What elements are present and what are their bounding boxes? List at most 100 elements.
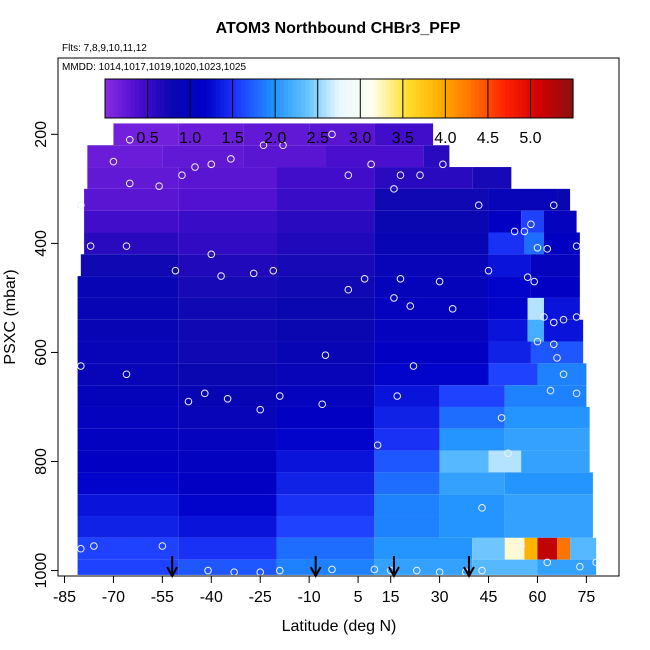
heatmap-cell <box>276 276 375 298</box>
colorbar-swatch <box>373 79 378 118</box>
sample-point <box>572 389 581 398</box>
sample-point <box>592 558 600 567</box>
sample-point <box>409 362 418 370</box>
sample-point <box>572 242 581 250</box>
sample-point <box>396 171 405 180</box>
heatmap-cell <box>162 145 244 168</box>
sample-point <box>256 568 265 576</box>
colorbar-swatch <box>356 79 361 118</box>
sample-point <box>275 392 284 400</box>
sample-point <box>448 305 457 313</box>
heatmap-cell <box>276 188 375 211</box>
x-tick-label: -25 <box>249 589 272 606</box>
colorbar-swatch <box>381 79 387 118</box>
colorbar-swatch <box>415 79 421 118</box>
colorbar-swatch <box>300 79 306 118</box>
sample-point <box>478 566 486 575</box>
sample-point <box>77 362 85 370</box>
sample-point <box>549 340 558 349</box>
colorbar-swatch <box>402 79 408 118</box>
colorbar-swatch <box>543 79 549 118</box>
x-tick-label: 30 <box>431 589 449 606</box>
colorbar-swatch <box>479 79 485 118</box>
sample-point <box>572 313 581 321</box>
x-tick-label: 60 <box>529 589 547 606</box>
colorbar-swatch <box>194 79 200 118</box>
heatmap-cell <box>488 319 528 342</box>
heatmap-cell <box>488 276 531 298</box>
sample-point <box>393 392 402 400</box>
sample-point <box>125 179 134 188</box>
sample-point <box>549 318 558 327</box>
heatmap-cell <box>524 232 544 255</box>
colorbar-swatch <box>475 79 480 118</box>
colorbar-swatch <box>339 79 344 118</box>
colorbar-swatch <box>385 79 391 118</box>
heatmap-cell <box>537 537 558 560</box>
sample-point <box>497 414 506 422</box>
colorbar-swatch <box>428 79 434 118</box>
heatmap-cell <box>374 167 473 189</box>
colorbar-swatch <box>241 79 246 118</box>
sample-point <box>125 135 134 144</box>
colorbar-swatch <box>283 79 289 118</box>
x-tick-label: -85 <box>53 589 76 606</box>
y-tick-label: 600 <box>33 339 50 366</box>
x-tick-label: 15 <box>382 589 400 606</box>
colorbar-swatch <box>309 79 315 118</box>
heatmap-cell <box>276 385 375 407</box>
heatmap-cell <box>77 494 179 517</box>
colorbar-tick-label: 1.5 <box>222 130 244 147</box>
heatmap-cell <box>77 450 179 473</box>
colorbar-swatch <box>185 79 191 118</box>
colorbar: 0.5 1.0 1.5 2.0 2.5 3.0 3.5 4.0 4.5 5.0 <box>104 78 574 147</box>
heatmap-cell <box>77 537 179 560</box>
sample-point <box>549 201 558 210</box>
heatmap-cell <box>309 123 375 146</box>
sample-point <box>77 544 85 553</box>
heatmap-cell <box>472 537 505 560</box>
colorbar-swatch <box>228 79 234 118</box>
heatmap-cell <box>374 385 440 407</box>
sample-point <box>328 130 336 139</box>
colorbar-tick-label: 0.5 <box>136 130 158 147</box>
heatmap-cell <box>488 450 522 473</box>
heatmap-cell <box>530 341 584 364</box>
sample-point <box>546 386 555 395</box>
heatmap-cell <box>527 297 544 320</box>
heatmap-cell <box>276 516 375 538</box>
colorbar-swatch <box>126 79 132 118</box>
colorbar-swatch <box>411 79 417 118</box>
heatmap-cell <box>374 297 489 320</box>
sample-point <box>406 302 415 310</box>
colorbar-swatch <box>253 79 259 118</box>
heatmap-cell <box>557 537 571 560</box>
colorbar-swatch <box>109 79 115 118</box>
sample-point <box>318 400 326 409</box>
colorbar-swatch <box>441 79 446 118</box>
colorbar-swatch <box>117 79 123 118</box>
heatmap-cell <box>537 559 597 575</box>
sample-point <box>90 542 98 550</box>
heatmap-cell <box>80 254 179 277</box>
sample-point <box>275 566 284 575</box>
heatmap-cell <box>276 210 375 233</box>
heatmap-cell <box>178 254 277 277</box>
colorbar-swatch <box>232 79 238 118</box>
colorbar-swatch <box>296 79 302 118</box>
heatmap-cell <box>87 145 163 168</box>
heatmap-cell <box>178 167 277 189</box>
heatmap-cell <box>77 406 179 429</box>
sample-point <box>227 155 235 163</box>
sample-point <box>474 201 483 210</box>
heatmap-cell <box>543 319 584 342</box>
colorbar-swatch <box>347 79 353 118</box>
heatmap-cell <box>178 297 277 320</box>
x-axis-label: Latitude (deg N) <box>282 618 397 635</box>
heatmap-cell <box>374 494 440 517</box>
heatmap-cell <box>243 123 310 146</box>
heatmap-cell <box>178 472 277 495</box>
colorbar-swatch <box>279 79 285 118</box>
sample-point <box>523 273 532 281</box>
sample-point <box>279 141 287 150</box>
